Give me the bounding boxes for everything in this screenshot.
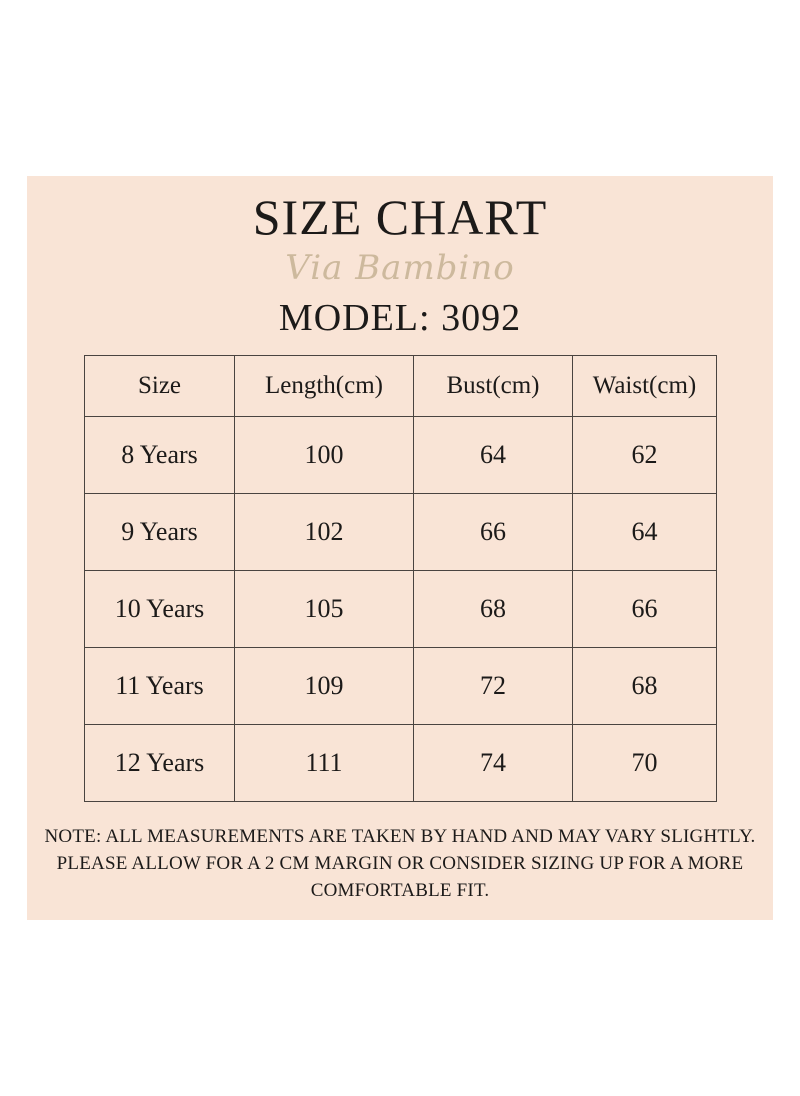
bust-cell: 72 [413,647,573,725]
bust-cell: 64 [413,416,573,494]
waist-cell: 66 [572,570,717,648]
table-row: 11 Years 109 72 68 [84,647,717,725]
waist-cell: 64 [572,493,717,571]
table-row: 10 Years 105 68 66 [84,570,717,648]
table-header-row: Size Length(cm) Bust(cm) Waist(cm) [84,355,717,417]
waist-cell: 70 [572,724,717,802]
column-header-length: Length(cm) [234,355,414,417]
bust-cell: 74 [413,724,573,802]
column-header-waist: Waist(cm) [572,355,717,417]
size-table: Size Length(cm) Bust(cm) Waist(cm) 8 Yea… [84,355,717,802]
column-header-bust: Bust(cm) [413,355,573,417]
table-row: 8 Years 100 64 62 [84,416,717,494]
measurement-note: NOTE: ALL MEASUREMENTS ARE TAKEN BY HAND… [44,826,756,901]
table-row: 12 Years 111 74 70 [84,724,717,802]
length-cell: 111 [234,724,414,802]
page-title: SIZE CHART [252,189,548,245]
length-cell: 105 [234,570,414,648]
brand-logo-text: Via Bambino [285,248,515,288]
size-cell: 9 Years [84,493,235,571]
size-cell: 11 Years [84,647,235,725]
length-cell: 109 [234,647,414,725]
size-cell: 12 Years [84,724,235,802]
model-number: MODEL: 3092 [278,297,522,339]
bust-cell: 68 [413,570,573,648]
length-cell: 100 [234,416,414,494]
bust-cell: 66 [413,493,573,571]
size-cell: 8 Years [84,416,235,494]
length-cell: 102 [234,493,414,571]
waist-cell: 68 [572,647,717,725]
waist-cell: 62 [572,416,717,494]
column-header-size: Size [84,355,235,417]
table-row: 9 Years 102 66 64 [84,493,717,571]
size-cell: 10 Years [84,570,235,648]
